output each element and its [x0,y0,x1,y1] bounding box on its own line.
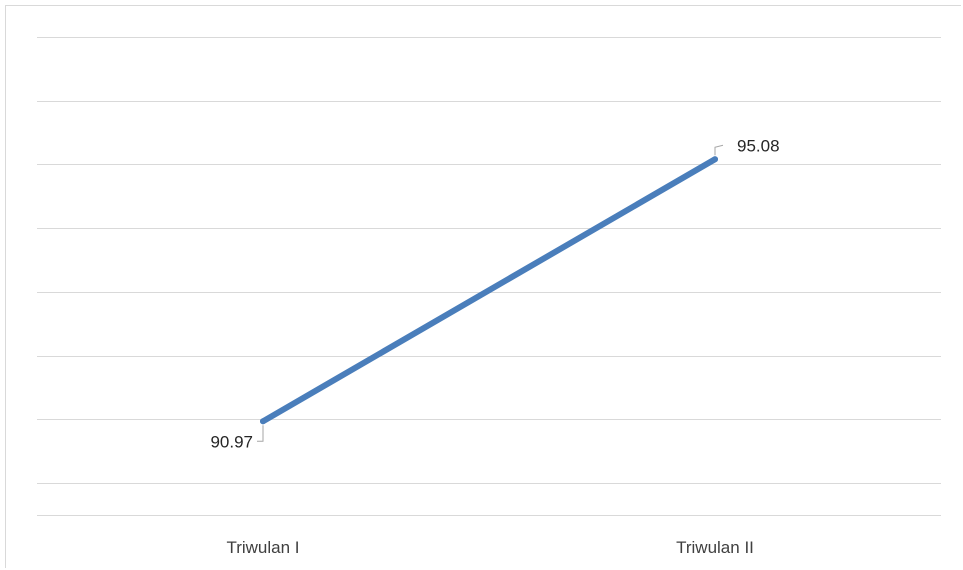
series-layer [260,156,718,425]
data-label: 95.08 [737,136,780,155]
x-axis: Triwulan I Triwulan II [226,538,753,557]
data-point [712,156,718,163]
x-tick-label: Triwulan I [226,538,299,557]
data-labels: 90.97 95.08 [210,136,779,451]
gridlines [37,37,941,516]
x-tick-label: Triwulan II [676,538,754,557]
data-point [260,418,266,425]
series-line [260,156,718,425]
chart-frame [5,5,961,568]
data-label: 90.97 [210,432,253,451]
label-leader-line [714,144,724,156]
label-leader-line [257,425,264,442]
